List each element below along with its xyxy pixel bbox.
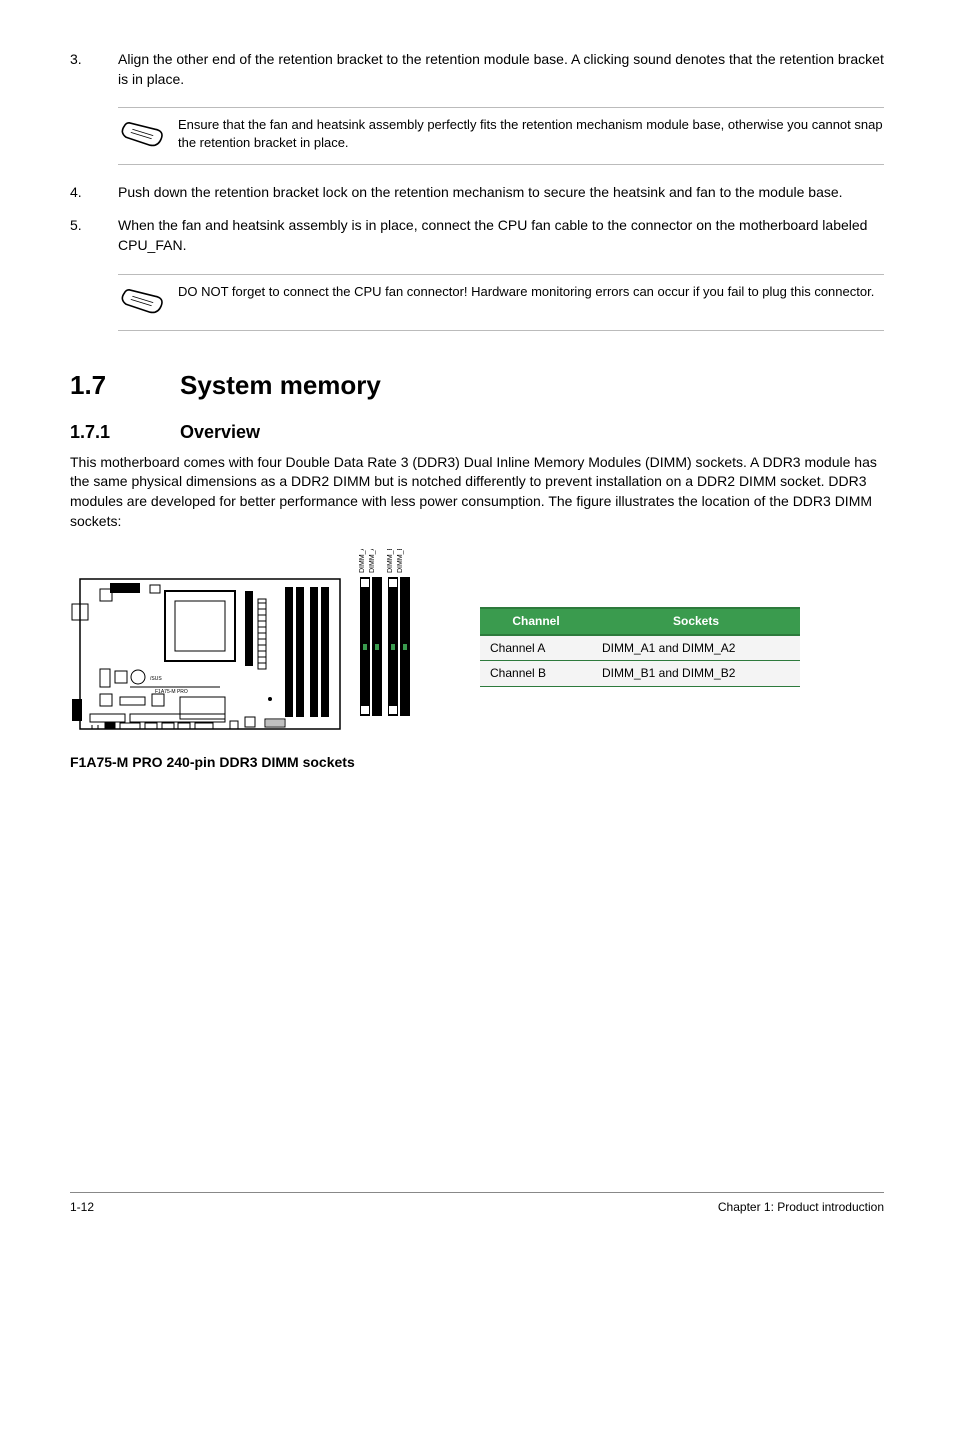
step-5-num: 5. [70, 216, 118, 255]
note-box-2: DO NOT forget to connect the CPU fan con… [118, 274, 884, 332]
note-icon [118, 116, 178, 156]
th-channel: Channel [480, 608, 592, 635]
note-1-text: Ensure that the fan and heatsink assembl… [178, 116, 884, 151]
step-3: 3. Align the other end of the retention … [70, 50, 884, 89]
brand-text: /SUS [150, 676, 162, 682]
step-4-text: Push down the retention bracket lock on … [118, 183, 884, 203]
overview-body: This motherboard comes with four Double … [70, 453, 884, 531]
table-row: Channel B DIMM_B1 and DIMM_B2 [480, 661, 800, 687]
footer-page: 1-12 [70, 1199, 94, 1216]
step-3-num: 3. [70, 50, 118, 89]
cell-sockets: DIMM_A1 and DIMM_A2 [592, 635, 800, 661]
cell-channel: Channel A [480, 635, 592, 661]
step-4: 4. Push down the retention bracket lock … [70, 183, 884, 203]
cell-channel: Channel B [480, 661, 592, 687]
dimm-b2-label: DIMM_B2 [397, 549, 404, 573]
step-4-num: 4. [70, 183, 118, 203]
section-title: System memory [180, 370, 381, 400]
note-2-text: DO NOT forget to connect the CPU fan con… [178, 283, 884, 301]
dimm-a2-label: DIMM_A2 [369, 549, 376, 573]
footer-chapter: Chapter 1: Product introduction [718, 1199, 884, 1216]
subsection-title: Overview [180, 422, 260, 442]
page-footer: 1-12 Chapter 1: Product introduction [70, 1192, 884, 1216]
step-5: 5. When the fan and heatsink assembly is… [70, 216, 884, 255]
note-box-1: Ensure that the fan and heatsink assembl… [118, 107, 884, 165]
cell-sockets: DIMM_B1 and DIMM_B2 [592, 661, 800, 687]
diagram-caption: F1A75-M PRO 240-pin DDR3 DIMM sockets [70, 753, 884, 773]
motherboard-diagram: /SUS F1A75-M PRO [70, 549, 440, 745]
section-number: 1.7 [70, 367, 180, 403]
sockets-table: Channel Sockets Channel A DIMM_A1 and DI… [480, 607, 800, 687]
subsection-number: 1.7.1 [70, 420, 180, 445]
step-5-text: When the fan and heatsink assembly is in… [118, 216, 884, 255]
step-3-text: Align the other end of the retention bra… [118, 50, 884, 89]
sockets-table-block: Channel Sockets Channel A DIMM_A1 and DI… [480, 607, 800, 687]
th-sockets: Sockets [592, 608, 800, 635]
subsection-heading: 1.7.1Overview [70, 420, 884, 445]
note-icon [118, 283, 178, 323]
dimm-a1-label: DIMM_A1 [359, 549, 366, 573]
section-heading: 1.7System memory [70, 367, 884, 403]
dimm-b1-label: DIMM_B1 [387, 549, 394, 573]
diagram-row: /SUS F1A75-M PRO [70, 549, 884, 745]
table-row: Channel A DIMM_A1 and DIMM_A2 [480, 635, 800, 661]
